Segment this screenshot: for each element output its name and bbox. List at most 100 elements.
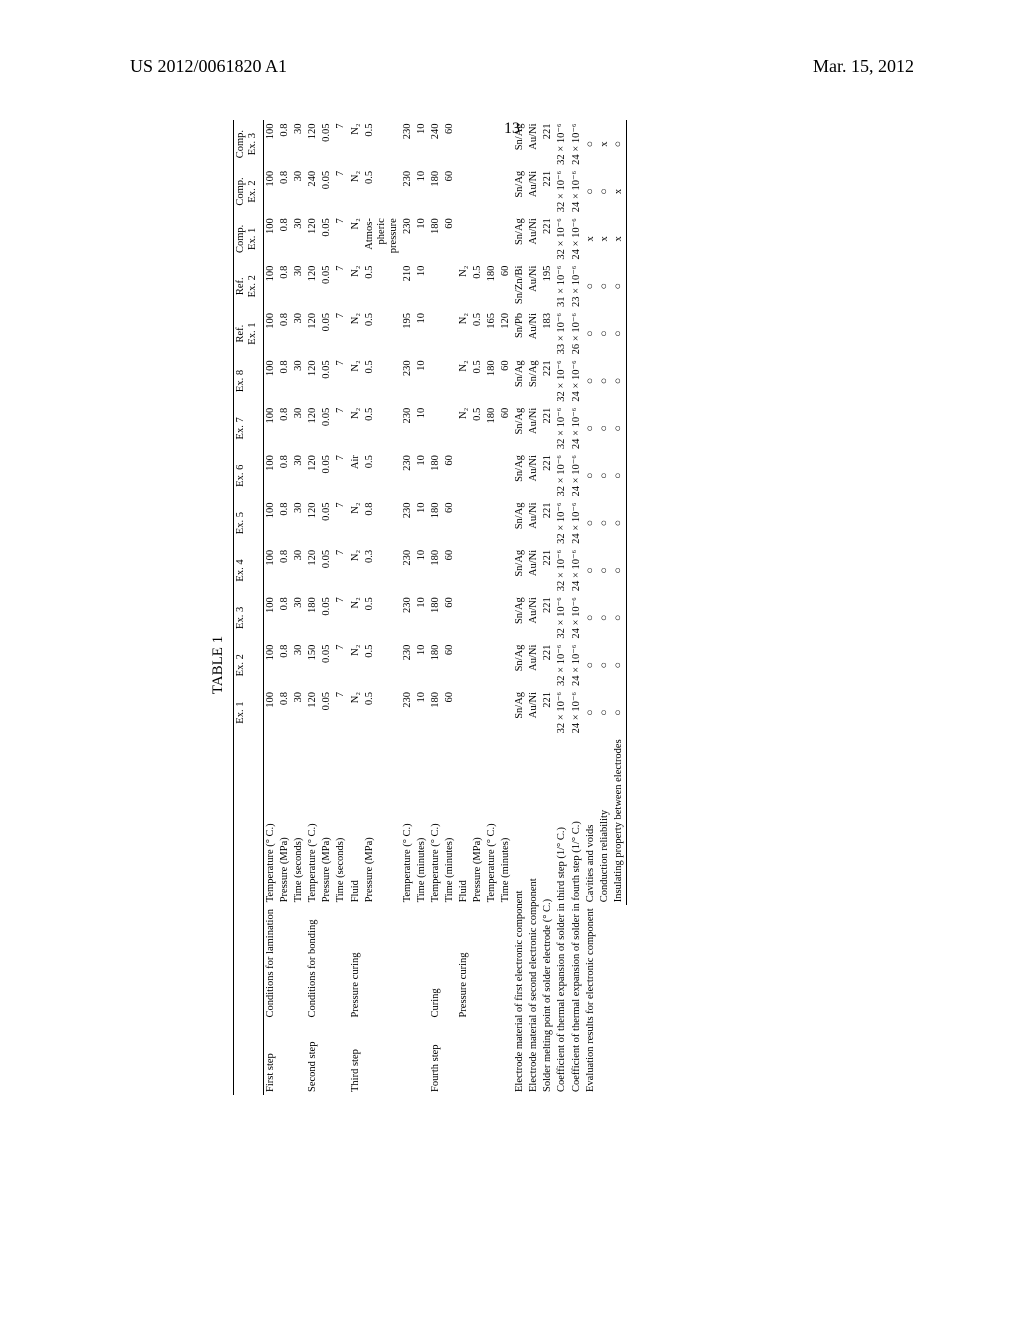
value-cell: 10 — [415, 357, 429, 404]
value-cell: ○ — [584, 357, 598, 404]
value-cell — [457, 642, 471, 689]
value-cell — [471, 215, 485, 262]
value-cell — [471, 594, 485, 641]
step-label: Fourth step — [429, 1021, 457, 1095]
value-cell: 0.5 — [363, 120, 401, 167]
value-cell: 100 — [264, 642, 279, 689]
value-cell — [457, 689, 471, 736]
value-cell: 120 — [306, 405, 320, 452]
value-cell: 221 — [541, 642, 555, 689]
value-cell: Au/Ni — [527, 689, 541, 736]
value-cell: 0.8 — [278, 120, 292, 167]
value-cell — [429, 263, 443, 310]
value-cell: 60 — [443, 689, 457, 736]
value-cell — [443, 263, 457, 310]
value-cell: 30 — [292, 452, 306, 499]
value-cell: N₂ — [349, 499, 363, 546]
value-cell: ○ — [612, 452, 627, 499]
value-cell — [485, 642, 499, 689]
value-cell — [485, 120, 499, 167]
value-cell: 240 — [429, 120, 443, 167]
patent-number: US 2012/0061820 A1 — [130, 56, 287, 77]
value-cell: 30 — [292, 499, 306, 546]
value-cell: ○ — [584, 263, 598, 310]
value-cell: 10 — [415, 689, 429, 736]
value-cell: 0.8 — [278, 689, 292, 736]
substep-label: Curing — [429, 905, 457, 1020]
value-cell: 0.8 — [278, 452, 292, 499]
value-cell: ○ — [584, 689, 598, 736]
value-cell: 32 × 10⁻⁶ — [555, 452, 569, 499]
value-cell: 23 × 10⁻⁶ — [570, 263, 584, 310]
value-cell: 230 — [401, 499, 415, 546]
col-header: Ex. 8 — [234, 357, 264, 404]
param-label: Conduction reliability — [598, 736, 612, 905]
value-cell: 221 — [541, 499, 555, 546]
value-cell: 0.5 — [363, 168, 401, 215]
value-cell: 0.5 — [363, 594, 401, 641]
step-label: Third step — [349, 1021, 429, 1095]
value-cell: 100 — [264, 215, 279, 262]
value-cell: Sn/Ag — [513, 120, 527, 167]
value-cell: 7 — [334, 263, 348, 310]
value-cell — [429, 357, 443, 404]
value-cell: 180 — [429, 452, 443, 499]
value-cell: 60 — [499, 405, 513, 452]
value-cell: 0.05 — [320, 357, 334, 404]
value-cell: 165 — [485, 310, 499, 357]
value-cell: N₂ — [457, 405, 471, 452]
value-cell: 24 × 10⁻⁶ — [570, 689, 584, 736]
table-row: Evaluation results for electronic compon… — [584, 120, 598, 1095]
value-cell: 0.05 — [320, 310, 334, 357]
value-cell: 100 — [264, 263, 279, 310]
col-header: Ref.Ex. 1 — [234, 310, 264, 357]
value-cell: 230 — [401, 594, 415, 641]
value-cell: 183 — [541, 310, 555, 357]
value-cell: 32 × 10⁻⁶ — [555, 547, 569, 594]
value-cell: 30 — [292, 263, 306, 310]
col-header: Comp.Ex. 3 — [234, 120, 264, 167]
value-cell: 180 — [429, 168, 443, 215]
value-cell: 30 — [292, 215, 306, 262]
value-cell — [471, 452, 485, 499]
value-cell: Air — [349, 452, 363, 499]
value-cell: 24 × 10⁻⁶ — [570, 357, 584, 404]
col-header: Comp.Ex. 2 — [234, 168, 264, 215]
value-cell — [499, 452, 513, 499]
value-cell: Sn/Ag — [513, 594, 527, 641]
value-cell: ○ — [598, 263, 612, 310]
value-cell: ○ — [584, 499, 598, 546]
value-cell: 7 — [334, 168, 348, 215]
value-cell: 195 — [401, 310, 415, 357]
value-cell: 0.5 — [363, 357, 401, 404]
value-cell: Au/Ni — [527, 310, 541, 357]
value-cell: 60 — [443, 120, 457, 167]
value-cell: 0.8 — [278, 405, 292, 452]
value-cell — [499, 499, 513, 546]
col-header: Ex. 2 — [234, 642, 264, 689]
value-cell: ○ — [584, 452, 598, 499]
value-cell: 120 — [306, 310, 320, 357]
table-row: Coefficient of thermal expansion of sold… — [555, 120, 569, 1095]
value-cell: N₂ — [349, 594, 363, 641]
value-cell: 32 × 10⁻⁶ — [555, 405, 569, 452]
value-cell: 30 — [292, 594, 306, 641]
param-label: Time (seconds) — [334, 736, 348, 905]
value-cell: x — [584, 215, 598, 262]
value-cell: 0.3 — [363, 547, 401, 594]
value-cell — [485, 168, 499, 215]
value-cell: 221 — [541, 215, 555, 262]
value-cell: 221 — [541, 594, 555, 641]
param-label: Pressure (MPa) — [278, 736, 292, 905]
value-cell — [499, 168, 513, 215]
substep-label: Conditions for lamination — [264, 905, 307, 1020]
value-cell: 0.05 — [320, 642, 334, 689]
value-cell: 0.8 — [278, 215, 292, 262]
value-cell: 7 — [334, 405, 348, 452]
param-label: Insulating property between electrodes — [612, 736, 627, 905]
value-cell — [457, 594, 471, 641]
value-cell — [499, 594, 513, 641]
value-cell: 7 — [334, 310, 348, 357]
value-cell: 7 — [334, 594, 348, 641]
value-cell: ○ — [584, 594, 598, 641]
